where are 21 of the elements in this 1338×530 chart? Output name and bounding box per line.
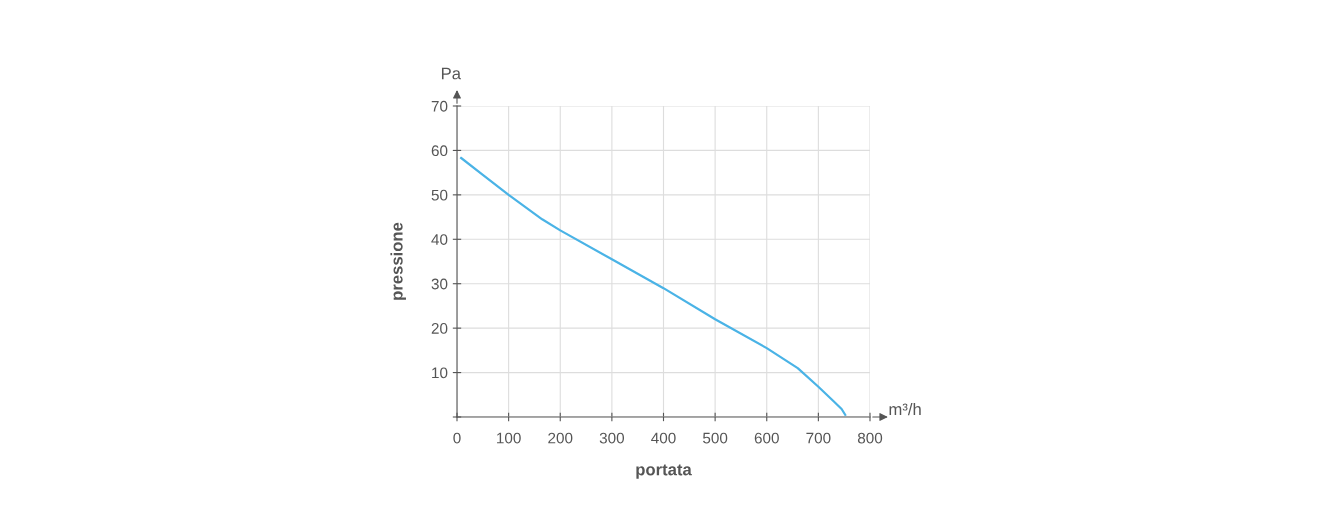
x-axis-title: portata [636, 464, 692, 479]
y-tick-label: 60 [431, 145, 448, 157]
x-tick-label: 0 [453, 432, 461, 444]
x-tick-label: 100 [497, 432, 521, 444]
y-tick-label: 50 [431, 189, 448, 201]
y-axis-title: pressione [390, 222, 406, 300]
x-tick-label: 400 [651, 432, 676, 444]
x-tick-label: 700 [806, 432, 831, 444]
y-tick-label: 10 [432, 367, 448, 379]
y-tick-label: 30 [431, 278, 448, 290]
x-tick-label: 800 [857, 432, 883, 444]
y-tick-label: 70 [431, 100, 448, 112]
x-tick-label: 600 [754, 432, 779, 444]
y-tick-label: 20 [431, 323, 448, 334]
x-tick-label: 300 [599, 432, 625, 444]
x-tick-label: 200 [548, 432, 573, 444]
y-tick-label: 40 [431, 234, 448, 245]
text: Pa [441, 67, 461, 80]
text: m³/h [889, 403, 921, 416]
x-tick-label: 500 [702, 432, 728, 444]
line-series [460, 156, 847, 416]
